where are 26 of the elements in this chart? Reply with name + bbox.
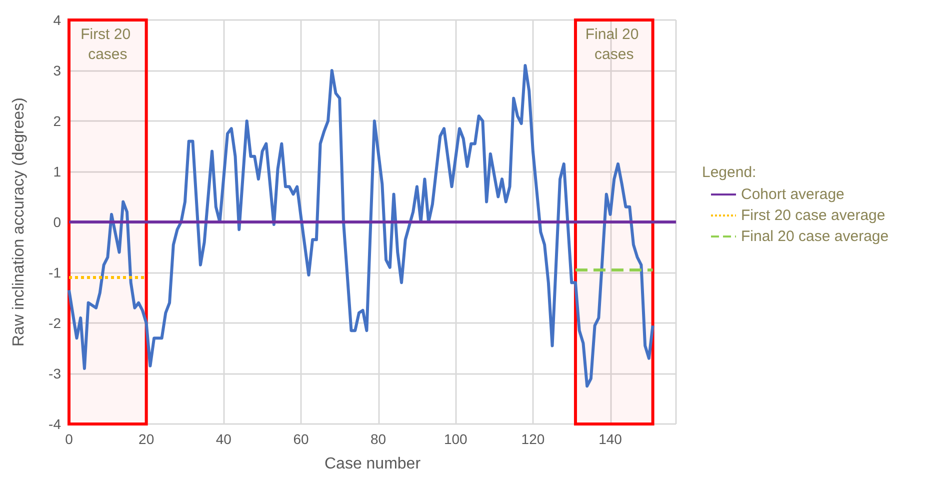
- legend-label: First 20 case average: [741, 207, 886, 224]
- y-tick-label: 3: [53, 62, 62, 78]
- legend-title: Legend:: [702, 164, 756, 181]
- y-tick-label: 2: [53, 113, 62, 129]
- x-axis-title: Case number: [324, 456, 422, 472]
- x-tick-label: 60: [293, 431, 309, 447]
- x-tick-label: 40: [216, 431, 232, 447]
- legend-label: Cohort average: [741, 186, 844, 203]
- band-label: First 20 cases: [80, 26, 135, 63]
- y-tick-label: 4: [53, 12, 62, 28]
- x-tick-label: 80: [370, 431, 386, 447]
- y-tick-label: -4: [48, 416, 62, 432]
- x-tick-label: 120: [521, 431, 545, 447]
- y-tick-label: -3: [48, 366, 62, 382]
- x-tick-label: 140: [598, 431, 622, 447]
- legend-label: Final 20 case average: [741, 228, 889, 245]
- y-axis-title: Raw inclination accuracy (degrees): [10, 98, 28, 346]
- x-tick-label: 100: [444, 431, 468, 447]
- y-tick-label: 0: [53, 214, 62, 230]
- x-tick-label: 20: [138, 431, 154, 447]
- line-series: [68, 64, 654, 388]
- x-tick-label: 0: [65, 431, 74, 447]
- band-label: Final 20 cases: [585, 26, 643, 63]
- y-tick-label: 1: [53, 164, 62, 180]
- y-tick-label: -1: [48, 264, 62, 280]
- y-tick-label: -2: [48, 315, 62, 331]
